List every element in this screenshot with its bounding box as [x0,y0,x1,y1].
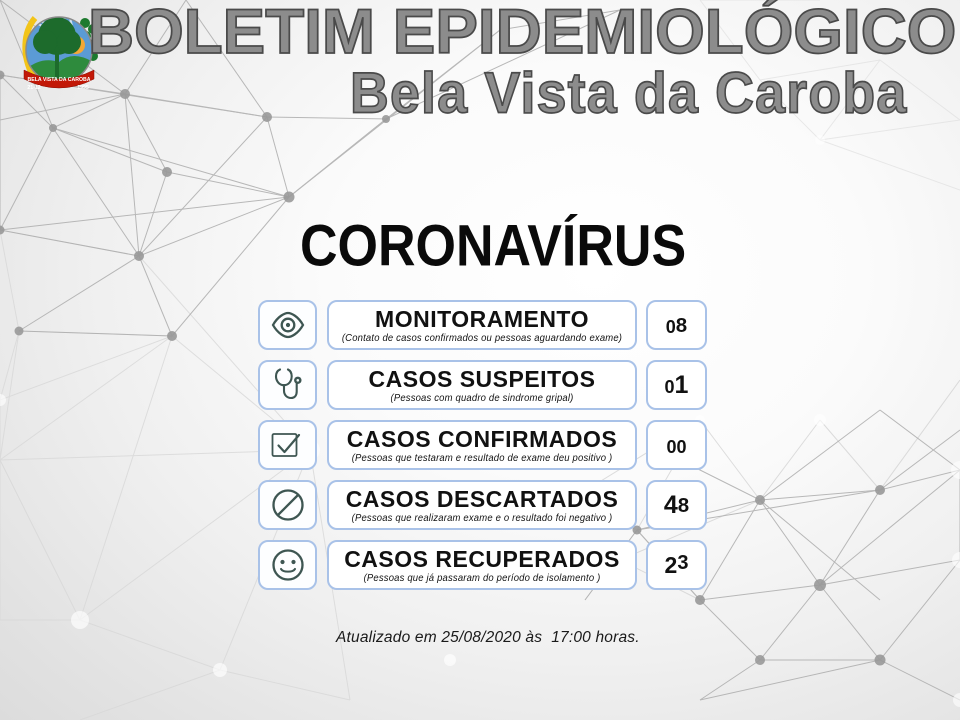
svg-text:21-12: 21-12 [27,85,40,91]
svg-text:BELA VISTA DA CAROBA: BELA VISTA DA CAROBA [27,77,90,83]
svg-text:1995: 1995 [77,85,89,91]
